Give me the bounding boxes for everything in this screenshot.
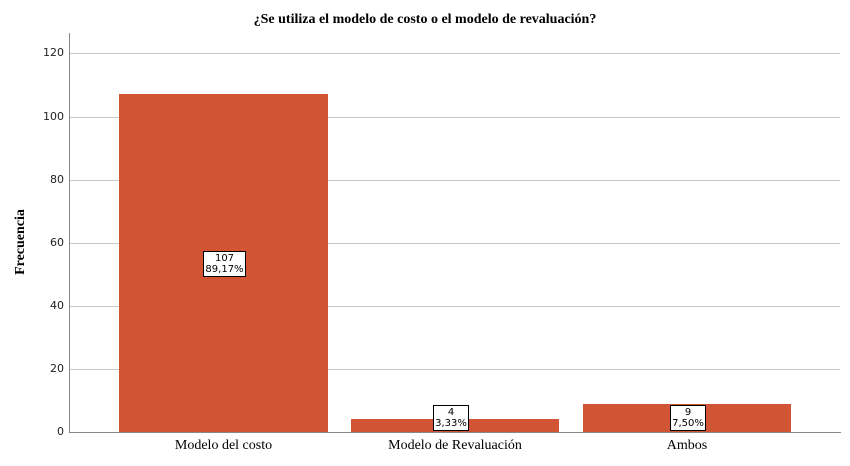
x-category-label: Modelo de Revaluación [388,438,522,453]
x-category-label: Ambos [666,438,708,453]
percent-label: 89,17% [205,264,244,275]
y-tick-label: 20 [50,362,64,375]
count-label: 4 [447,407,455,418]
y-tick-label: 80 [50,173,64,186]
count-label: 107 [214,253,235,264]
data-label: 4 3,33% [433,405,469,431]
y-tick-label: 0 [57,425,64,438]
percent-label: 7,50% [672,418,704,429]
y-tick-label: 40 [50,299,64,312]
y-tick-label: 60 [50,236,64,249]
x-axis [69,432,841,433]
gridline-40 [70,306,840,307]
count-label: 9 [684,407,692,418]
chart-title: ¿Se utiliza el modelo de costo o el mode… [253,12,597,27]
gridline-80 [70,180,840,181]
gridline-20 [70,369,840,370]
gridline-120 [70,53,840,54]
gridline-60 [70,243,840,244]
data-label: 9 7,50% [670,405,706,431]
x-category-label: Modelo del costo [174,438,273,453]
gridline-100 [70,117,840,118]
data-label: 107 89,17% [203,251,246,277]
percent-label: 3,33% [435,418,467,429]
y-tick-label: 100 [43,110,64,123]
y-axis [69,33,70,433]
y-tick-label: 120 [43,46,64,59]
